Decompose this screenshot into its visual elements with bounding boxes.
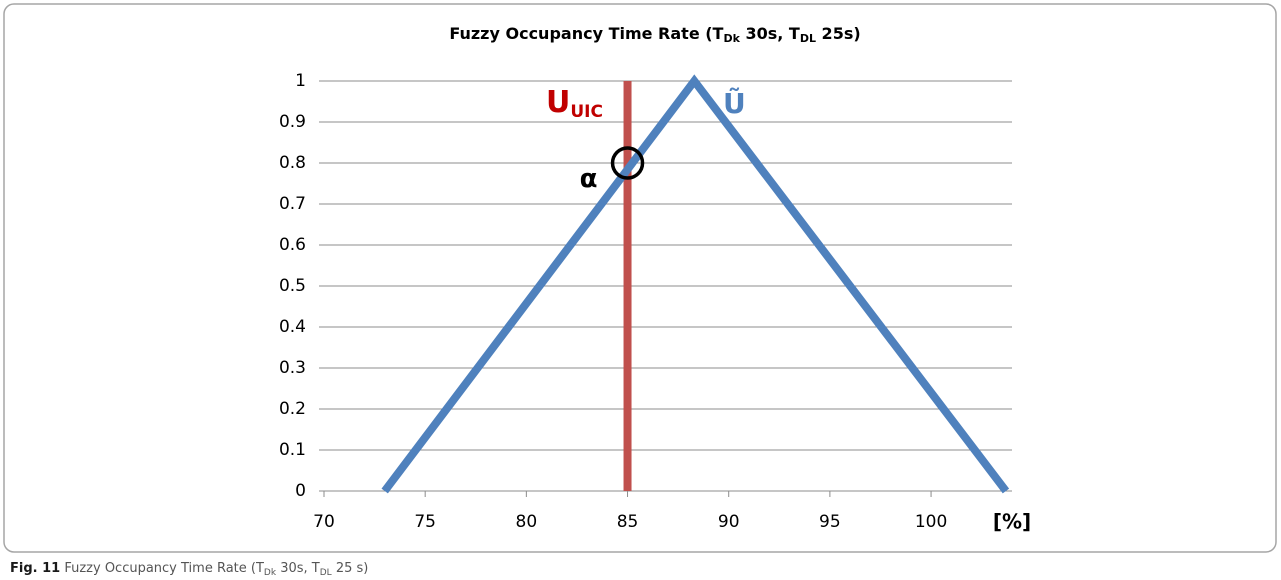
chart-frame [3, 3, 1277, 553]
text-part: 30s, T [740, 24, 800, 43]
subscript: Dk [723, 32, 740, 45]
subscript: DL [320, 568, 332, 578]
text-part: 25s) [816, 24, 861, 43]
text-part: 30s, T [276, 561, 320, 576]
series-line [381, 74, 1010, 494]
x-tick-label: 80 [516, 512, 538, 532]
text-part: 25 s) [332, 561, 369, 576]
y-tick-label: 0.1 [279, 440, 306, 460]
annotation: Ũ [723, 86, 746, 120]
x-tick-label: 90 [718, 512, 740, 532]
y-tick-label: 0.7 [279, 194, 306, 214]
subscript: UIC [570, 102, 603, 122]
subscript: Dk [264, 568, 277, 578]
y-tick-label: 0.2 [279, 399, 306, 419]
y-tick-label: 0.9 [279, 112, 306, 132]
y-tick-label: 1 [295, 71, 306, 91]
x-tick-label: 95 [819, 512, 841, 532]
text-part: U [546, 85, 570, 120]
x-tick-label: 75 [414, 512, 436, 532]
x-tick-label: 85 [617, 512, 639, 532]
y-tick-label: 0.6 [279, 235, 306, 255]
caption: Fig. 11 Fuzzy Occupancy Time Rate (TDk 3… [10, 561, 368, 578]
x-tick-label: 100 [915, 512, 947, 532]
y-tick-label: 0.3 [279, 358, 306, 378]
y-tick-label: 0.8 [279, 153, 306, 173]
caption-label: Fig. 11 [10, 561, 60, 576]
annotation: UUIC [546, 85, 603, 123]
annotation: α [580, 164, 598, 194]
y-tick-label: 0.5 [279, 276, 306, 296]
subscript: DL [800, 32, 816, 45]
text-part: Fuzzy Occupancy Time Rate (T [60, 561, 264, 576]
chart-title: Fuzzy Occupancy Time Rate (TDk 30s, TDL … [449, 24, 860, 45]
x-tick-label: 70 [313, 512, 335, 532]
text-part: Ũ [723, 86, 746, 120]
y-tick-label: 0 [295, 481, 306, 501]
text-part: α [580, 164, 598, 194]
text-part: Fuzzy Occupancy Time Rate (T [449, 24, 723, 43]
x-axis-label: [%] [993, 510, 1031, 534]
y-tick-label: 0.4 [279, 317, 306, 337]
alpha-marker [610, 146, 645, 180]
